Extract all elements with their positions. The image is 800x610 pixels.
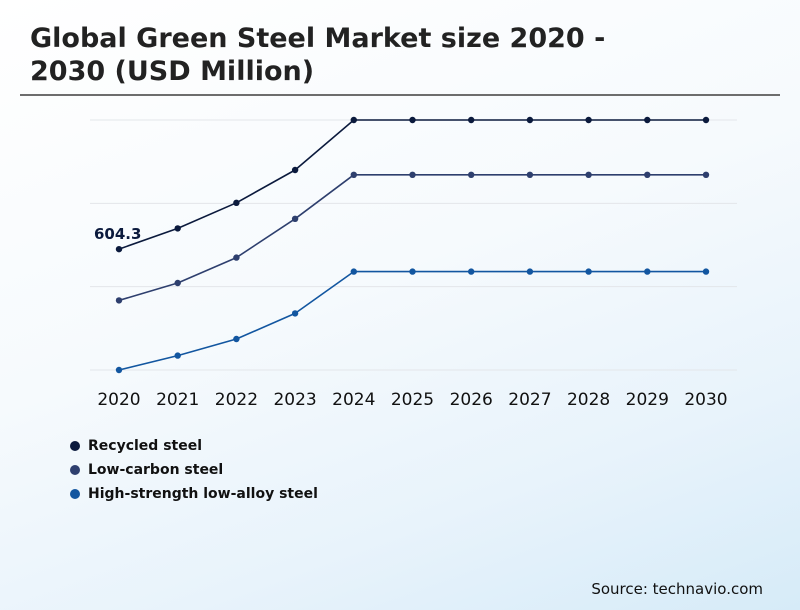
data-point [526, 171, 534, 178]
x-tick-label: 2020 [97, 390, 140, 410]
data-point [409, 116, 416, 124]
data-point [291, 310, 299, 317]
data-point [115, 297, 123, 304]
x-tick-label: 2028 [567, 390, 610, 410]
data-point [585, 116, 592, 124]
chart-legend: Recycled steel Low-carbon steel High-stren… [70, 434, 318, 506]
title-divider [20, 94, 780, 96]
legend-label: High-strength low-alloy steel [88, 486, 318, 502]
data-point [644, 116, 651, 124]
source-credit: Source: technavio.com [591, 580, 763, 598]
data-point [233, 199, 240, 206]
chart-title: Global Green Steel Market size 2020 - 20… [30, 23, 606, 87]
x-tick-label: 2029 [626, 390, 669, 410]
x-tick-label: 2025 [391, 390, 434, 410]
x-tick-label: 2021 [156, 390, 199, 410]
grid-lines [90, 119, 737, 371]
x-tick-label: 2030 [684, 390, 727, 410]
series-points [115, 116, 710, 374]
data-point [174, 352, 181, 359]
data-point [350, 171, 357, 178]
x-tick-label: 2026 [450, 390, 493, 410]
data-point [702, 171, 710, 178]
x-tick-label: 2027 [508, 390, 551, 410]
data-point [115, 245, 123, 253]
x-tick-label: 2024 [332, 390, 375, 410]
series-line-0 [118, 119, 706, 250]
data-point [702, 268, 710, 275]
legend-marker-icon [70, 441, 80, 451]
data-point [291, 166, 299, 174]
data-point [644, 171, 651, 178]
data-point [350, 116, 357, 124]
data-point [174, 225, 181, 232]
data-point [702, 116, 710, 124]
legend-item: Low-carbon steel [70, 458, 318, 482]
data-point [585, 268, 592, 275]
data-point [174, 279, 181, 287]
data-point [350, 268, 357, 275]
legend-label: Low-carbon steel [88, 462, 224, 478]
series-line-1 [118, 174, 706, 302]
data-point [526, 116, 534, 124]
data-point [644, 268, 651, 275]
x-tick-label: 2022 [215, 390, 258, 410]
data-point [468, 268, 475, 275]
data-labels: 604.3 [94, 225, 141, 243]
data-point [409, 171, 416, 178]
data-point [291, 215, 299, 222]
legend-label: Recycled steel [88, 438, 203, 454]
data-point [409, 268, 416, 275]
legend-item: Recycled steel [70, 434, 318, 458]
data-point [468, 171, 475, 178]
legend-marker-icon [70, 489, 80, 499]
x-axis-ticks: 2020 2021 2022 2023 2024 2025 2026 2027 2028 2029… [97, 390, 727, 410]
data-point [468, 116, 475, 124]
x-tick-label: 2023 [273, 390, 316, 410]
legend-marker-icon [70, 465, 80, 475]
data-point [585, 171, 592, 178]
data-point [233, 335, 240, 343]
data-point [526, 268, 534, 275]
series-lines [118, 119, 706, 371]
data-label: 604.3 [94, 225, 141, 243]
data-point [233, 254, 240, 261]
data-point [115, 366, 123, 374]
legend-item: High-strength low-alloy steel [70, 482, 318, 506]
